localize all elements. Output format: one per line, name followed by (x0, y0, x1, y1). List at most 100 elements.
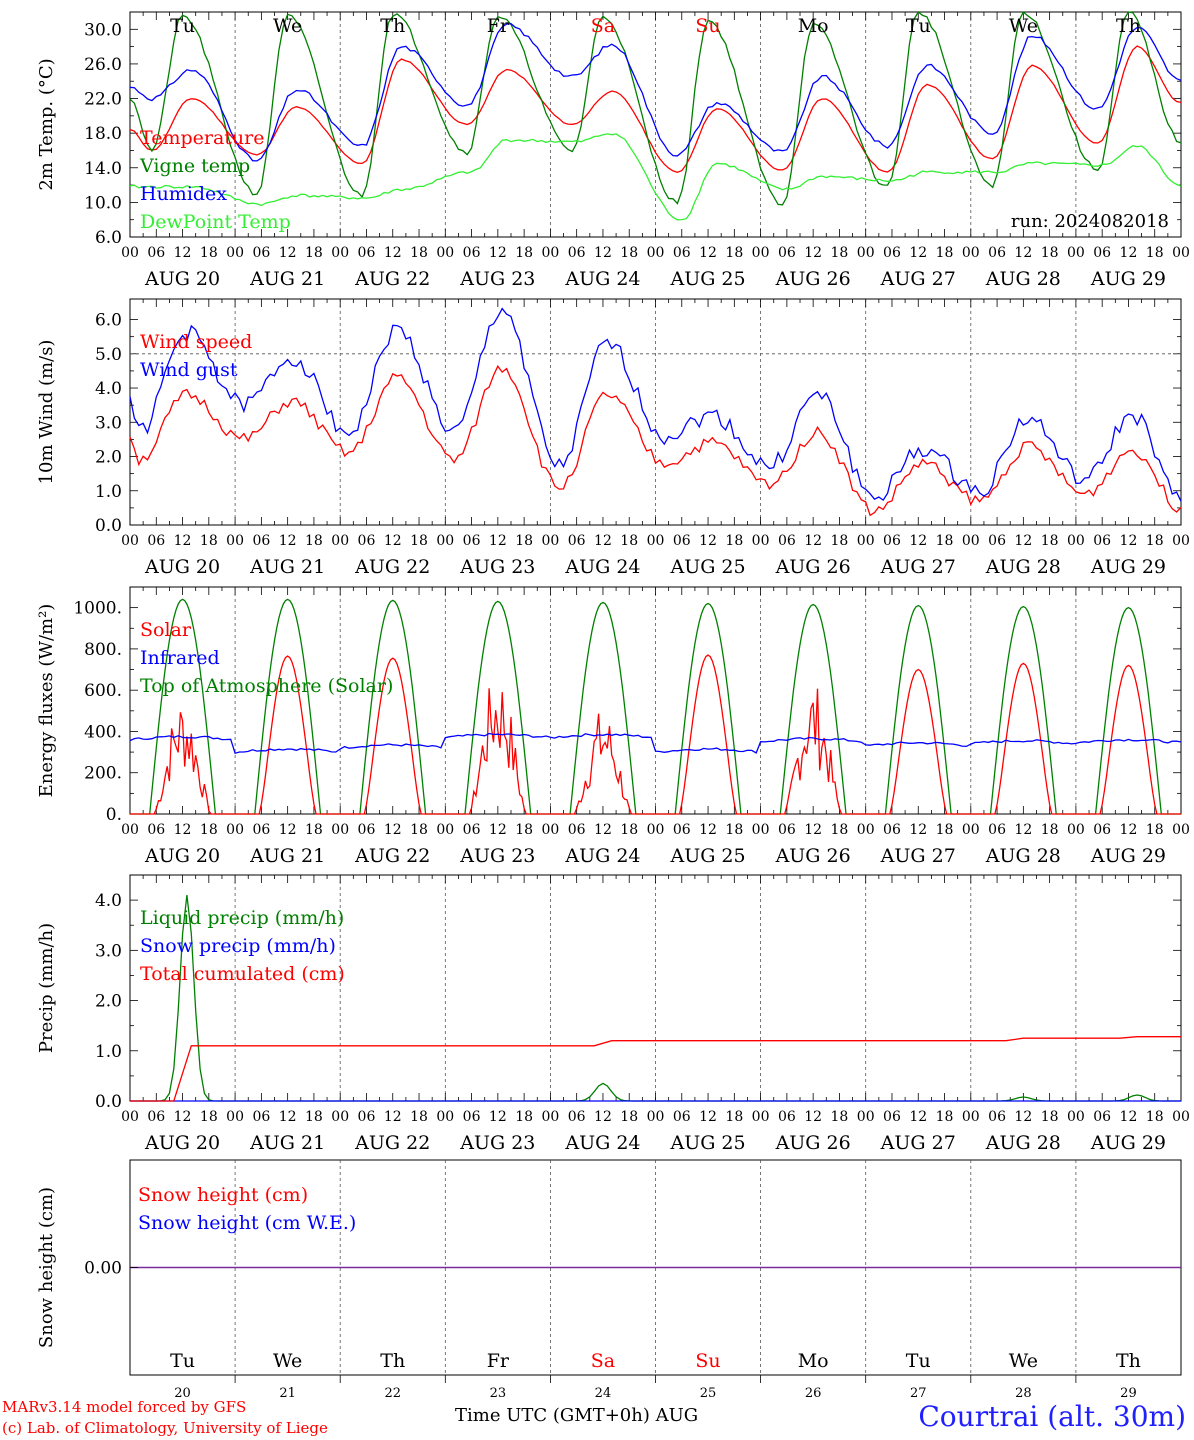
precip-hour-label: 18 (200, 1109, 218, 1125)
wind-hour-label: 18 (725, 533, 743, 549)
precip-date-label: AUG 25 (669, 1132, 745, 1154)
temp-day-label: Sa (591, 15, 615, 37)
energy-hour-label: 12 (174, 822, 192, 838)
snow-y-tick-label: 0.00 (84, 1259, 122, 1279)
snow-date-number: 26 (805, 1386, 822, 1401)
wind-hour-label: 12 (804, 533, 822, 549)
precip-hour-label: 12 (699, 1109, 717, 1125)
snow-day-label: Tu (170, 1350, 195, 1372)
temp-date-label: AUG 28 (985, 268, 1061, 290)
precip-hour-label: 06 (568, 1109, 586, 1125)
snow-day-label: Th (1116, 1350, 1141, 1372)
precip-legend-liquid-precip-mm-h-: Liquid precip (mm/h) (140, 907, 344, 929)
energy-hour-label: 06 (568, 822, 586, 838)
energy-hour-label: 12 (594, 822, 612, 838)
precip-hour-label: 18 (620, 1109, 638, 1125)
precip-hour-label: 12 (594, 1109, 612, 1125)
wind-hour-label: 06 (147, 533, 165, 549)
temp-day-label: We (273, 15, 302, 37)
wind-y-tick-label: 5.0 (95, 345, 122, 365)
wind-hour-label: 12 (1120, 533, 1138, 549)
energy-date-label: AUG 24 (564, 845, 640, 867)
precip-date-label: AUG 28 (985, 1132, 1061, 1154)
wind-hour-label: 00 (226, 533, 244, 549)
energy-date-label: AUG 22 (354, 845, 430, 867)
temp-frame (129, 11, 1182, 238)
energy-y-tick-label: 0. (106, 805, 122, 825)
precip-hour-label: 06 (1093, 1109, 1111, 1125)
energy-date-label: AUG 20 (144, 845, 220, 867)
precip-date-label: AUG 26 (775, 1132, 851, 1154)
wind-date-label: AUG 24 (564, 556, 640, 578)
energy-hour-label: 12 (279, 822, 297, 838)
energy-hour-label: 06 (1093, 822, 1111, 838)
precip-hour-label: 12 (1014, 1109, 1032, 1125)
lab-credit: (c) Lab. of Climatology, University of L… (2, 1419, 328, 1437)
precip-hour-label: 12 (1120, 1109, 1138, 1125)
temp-day-label: Su (695, 15, 720, 37)
wind-date-label: AUG 23 (459, 556, 535, 578)
temp-y-tick-label: 10.0 (84, 193, 122, 213)
wind-hour-label: 18 (1146, 533, 1164, 549)
precip-y-tick-label: 2.0 (95, 992, 122, 1012)
temp-date-label: AUG 20 (144, 268, 220, 290)
wind-y-tick-label: 2.0 (95, 448, 122, 468)
energy-hour-label: 00 (121, 822, 139, 838)
energy-date-label: AUG 26 (775, 845, 851, 867)
precip-hour-label: 00 (857, 1109, 875, 1125)
snow-legend-we: Snow height (cm W.E.) (138, 1212, 356, 1234)
energy-y-tick-label: 400. (84, 722, 122, 742)
wind-hour-label: 00 (647, 533, 665, 549)
temp-series-dewpoint-temp (129, 133, 1182, 221)
wind-date-label: AUG 29 (1090, 556, 1166, 578)
wind-hour-label: 00 (752, 533, 770, 549)
wind-legend-wind-gust: Wind gust (140, 359, 238, 381)
precip-series-total-cumulated (130, 1036, 1181, 1102)
precip-hour-label: 18 (1146, 1109, 1164, 1125)
temp-day-label: Fr (487, 15, 510, 37)
energy-hour-label: 18 (1041, 822, 1059, 838)
temp-day-label: Tu (906, 15, 931, 37)
energy-y-tick-label: 600. (84, 681, 122, 701)
wind-hour-label: 06 (778, 533, 796, 549)
wind-hour-label: 18 (620, 533, 638, 549)
wind-hour-label: 18 (200, 533, 218, 549)
precip-hour-label: 12 (384, 1109, 402, 1125)
temp-hour-label: 18 (200, 245, 218, 261)
snow-day-label: Sa (591, 1350, 615, 1372)
energy-hour-label: 00 (752, 822, 770, 838)
wind-y-tick-label: 1.0 (95, 482, 122, 502)
wind-hour-label: 12 (699, 533, 717, 549)
station-name: Courtrai (alt. 30m) (918, 1400, 1186, 1433)
wind-hour-label: 18 (410, 533, 428, 549)
temp-hour-label: 12 (279, 245, 297, 261)
precip-hour-label: 00 (752, 1109, 770, 1125)
model-credit: MARv3.14 model forced by GFS (2, 1398, 247, 1416)
temp-hour-label: 18 (515, 245, 533, 261)
precip-hour-label: 00 (962, 1109, 980, 1125)
wind-hour-label: 18 (1041, 533, 1059, 549)
x-axis-title: Time UTC (GMT+0h) AUG (455, 1405, 699, 1426)
precip-hour-label: 18 (515, 1109, 533, 1125)
wind-hour-label: 18 (305, 533, 323, 549)
precip-hour-label: 00 (647, 1109, 665, 1125)
temp-legend-temperature: Temperature (140, 127, 264, 149)
energy-hour-label: 06 (778, 822, 796, 838)
precip-hour-label: 12 (489, 1109, 507, 1125)
temp-y-tick-label: 6.0 (95, 228, 122, 248)
temp-hour-label: 00 (962, 245, 980, 261)
temp-y-tick-label: 26.0 (84, 55, 122, 75)
temp-hour-label: 06 (673, 245, 691, 261)
energy-date-label: AUG 23 (459, 845, 535, 867)
temp-series-vigne-temp (129, 10, 1182, 206)
energy-hour-label: 18 (515, 822, 533, 838)
run-label: run: 2024082018 (1011, 211, 1169, 232)
energy-hour-label: 00 (647, 822, 665, 838)
temp-y-tick-label: 22.0 (84, 90, 122, 110)
wind-hour-label: 12 (1014, 533, 1032, 549)
energy-hour-label: 00 (436, 822, 454, 838)
energy-hour-label: 00 (962, 822, 980, 838)
precip-hour-label: 12 (279, 1109, 297, 1125)
energy-hour-label: 12 (909, 822, 927, 838)
